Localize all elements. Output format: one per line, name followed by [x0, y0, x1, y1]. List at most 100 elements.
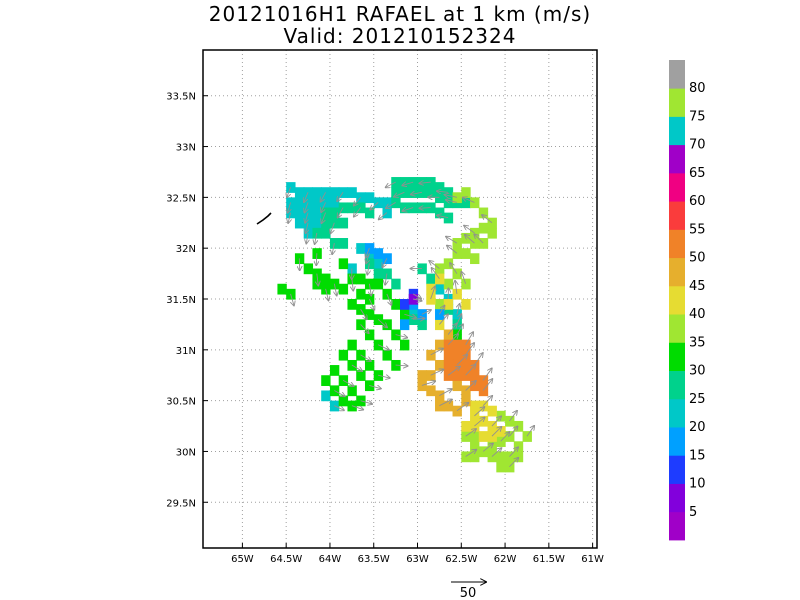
wind-vector	[464, 226, 475, 234]
colorbar: 5 10 15 20 25 30 35 40 45 50 55 60 65 70 75 80	[669, 60, 706, 541]
wind-speed-cell	[400, 177, 410, 188]
wind-vector	[354, 197, 361, 205]
wind-speed-cell	[312, 278, 322, 290]
colorbar-label: 45	[689, 279, 706, 294]
x-tick-label: 64W	[319, 554, 342, 565]
wind-speed-cell	[461, 278, 471, 290]
colorbar-swatch	[669, 483, 685, 513]
wind-speed-cell	[408, 202, 419, 214]
wind-speed-cell	[312, 187, 322, 198]
wind-speed-cell	[373, 278, 384, 290]
wind-vector	[439, 314, 448, 325]
wind-speed-cell	[435, 207, 445, 219]
wind-vector	[330, 222, 335, 234]
wind-vector	[482, 396, 492, 407]
wind-speed-cell	[347, 187, 357, 198]
y-tick-label: 32.5N	[166, 193, 196, 204]
wind-vector	[447, 366, 460, 376]
y-tick-label: 33.5N	[166, 92, 196, 103]
wind-speed-cell	[356, 370, 366, 381]
wind-speed-cell	[505, 415, 515, 427]
wind-speed-cell	[391, 197, 401, 209]
wind-speed-cell	[426, 283, 436, 295]
colorbar-label: 65	[689, 166, 706, 181]
wind-speed-cell	[400, 319, 410, 331]
colorbar-swatch	[669, 427, 685, 456]
wind-vector	[334, 390, 344, 396]
wind-vector	[367, 263, 369, 274]
wind-vector	[287, 187, 291, 197]
wind-vector	[326, 288, 329, 301]
wind-vector	[317, 273, 318, 286]
colorbar-swatch	[669, 285, 685, 315]
wind-speed-cell	[417, 319, 427, 331]
wind-vector	[368, 298, 374, 310]
wind-vector	[386, 293, 392, 305]
wind-vector	[395, 365, 408, 366]
wind-vector	[491, 448, 501, 457]
reference-vector: 50	[451, 582, 486, 600]
wind-speed-cell	[426, 202, 436, 214]
wind-vector	[526, 426, 534, 437]
wind-vector	[288, 202, 291, 212]
wind-vector	[360, 324, 369, 333]
wind-speed-cell	[373, 197, 384, 209]
wind-speed-cell	[470, 227, 480, 239]
colorbar-swatch	[669, 201, 685, 230]
wind-vector	[413, 299, 421, 301]
wind-vector	[474, 234, 484, 244]
wind-speed-cell	[329, 187, 340, 198]
wind-speed-cell	[452, 268, 462, 280]
wind-vector	[474, 417, 484, 427]
wind-vector	[456, 355, 467, 366]
wind-vector	[482, 215, 493, 224]
wind-speed-cell	[356, 243, 366, 254]
wind-vector	[419, 182, 431, 183]
wind-speed-cell	[487, 217, 497, 229]
x-tick-label: 62.5W	[445, 554, 477, 565]
wind-vector	[429, 261, 440, 269]
wind-speed-cell	[435, 273, 445, 285]
wind-speed-cell	[294, 217, 305, 229]
wind-vector	[360, 401, 373, 404]
wind-speed-cell	[294, 207, 305, 219]
wind-speed-cell	[435, 339, 445, 351]
y-tick-label: 30.5N	[166, 397, 196, 408]
wind-speed-cell	[338, 349, 349, 361]
colorbar-label: 55	[689, 222, 706, 237]
wind-vector	[509, 447, 518, 457]
colorbar-swatch	[669, 257, 685, 287]
wind-vector	[321, 202, 326, 212]
wind-vector	[465, 343, 475, 356]
colorbar-swatch	[669, 342, 685, 371]
wind-speed-cell	[338, 395, 349, 407]
colorbar-swatch	[669, 398, 685, 428]
wind-vector	[447, 334, 458, 346]
wind-vector	[465, 332, 473, 345]
wind-speed-cell	[364, 192, 375, 204]
wind-speed-cell	[391, 278, 401, 290]
wind-speed-cell	[452, 349, 462, 361]
wind-speed-cell	[470, 370, 480, 381]
wind-vector	[386, 181, 396, 187]
island-outline	[256, 212, 272, 225]
wind-speed-cell	[426, 293, 436, 305]
colorbar-swatch	[669, 370, 685, 400]
wind-speed-cell	[452, 339, 462, 351]
colorbar-swatch	[669, 511, 685, 541]
wind-vector	[446, 237, 458, 244]
wind-vector	[465, 364, 476, 376]
x-tick-label: 61W	[581, 554, 604, 565]
wind-speed-cell	[364, 359, 375, 371]
wind-speed-cell	[487, 420, 497, 432]
wind-vector	[465, 450, 477, 457]
wind-speed-cell	[426, 187, 436, 198]
y-tick-label: 30N	[176, 447, 196, 458]
colorbar-label: 80	[689, 81, 706, 96]
wind-speed-cell	[329, 197, 340, 209]
wind-speed-cell	[452, 380, 462, 392]
y-tick-label: 31N	[176, 346, 196, 357]
wind-speed-cell	[435, 319, 445, 331]
wind-speed-cell	[435, 359, 445, 371]
wind-vector	[378, 375, 390, 378]
